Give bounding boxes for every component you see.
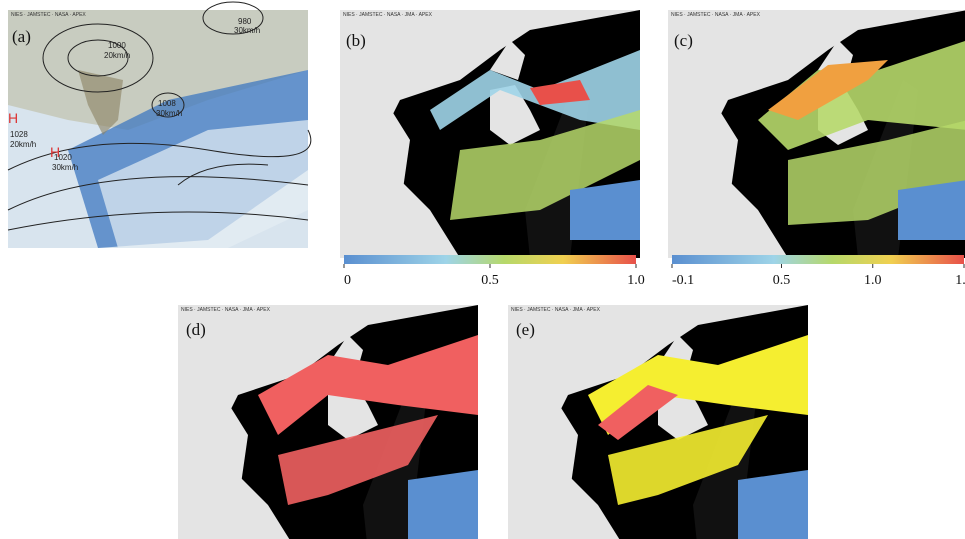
colorbar-tick-label: 1.0	[627, 273, 645, 288]
panel-e: NIES · JAMSTEC · NASA · JMA · APEX (e)	[508, 305, 808, 539]
panel-label: (b)	[346, 31, 366, 50]
panel-header: NIES · JAMSTEC · NASA · APEX	[11, 12, 86, 18]
map-label: 20km/h	[104, 51, 130, 60]
panel-label: (c)	[674, 31, 693, 50]
panel-header: NIES · JAMSTEC · NASA · JMA · APEX	[511, 307, 601, 313]
map-label: 30km/h	[156, 109, 182, 118]
colorbar-tick-label: 0.5	[773, 273, 791, 288]
pressure-high: H	[8, 110, 18, 126]
map-label: 1000	[108, 41, 126, 50]
panel-b: NIES · JAMSTEC · NASA · JMA · APEX (b)	[340, 10, 640, 264]
colorbar	[672, 255, 964, 264]
colorbar-tick-label: 1.5	[955, 273, 965, 288]
map-label: 30km/h	[234, 26, 260, 35]
colorbar-tick-label: 0.5	[481, 273, 499, 288]
figure: NIES · JAMSTEC · NASA · APEX (a) 1000 20…	[0, 0, 965, 539]
colorbar	[344, 255, 636, 264]
panel-a: NIES · JAMSTEC · NASA · APEX (a) 1000 20…	[8, 2, 311, 248]
map-label: 1028	[10, 130, 28, 139]
map-label: 1020	[54, 153, 72, 162]
panel-d: NIES · JAMSTEC · NASA · JMA · APEX (d)	[178, 305, 478, 539]
map-label: 20km/h	[10, 140, 36, 149]
colorbar-tick-label: 1.0	[864, 273, 882, 288]
panel-label: (a)	[12, 27, 31, 46]
panel-c: NIES · JAMSTEC · NASA · JMA · APEX (c)	[668, 10, 965, 264]
map-label: 1008	[158, 99, 176, 108]
panel-header: NIES · JAMSTEC · NASA · JMA · APEX	[343, 12, 433, 18]
panel-header: NIES · JAMSTEC · NASA · JMA · APEX	[671, 12, 761, 18]
panel-header: NIES · JAMSTEC · NASA · JMA · APEX	[181, 307, 271, 313]
panel-label: (d)	[186, 320, 206, 339]
panel-label: (e)	[516, 320, 535, 339]
map-label: 980	[238, 17, 252, 26]
colorbar-tick-label: 0	[344, 273, 351, 288]
map-label: 30km/h	[52, 163, 78, 172]
colorbar-tick-label: -0.1	[672, 273, 694, 288]
